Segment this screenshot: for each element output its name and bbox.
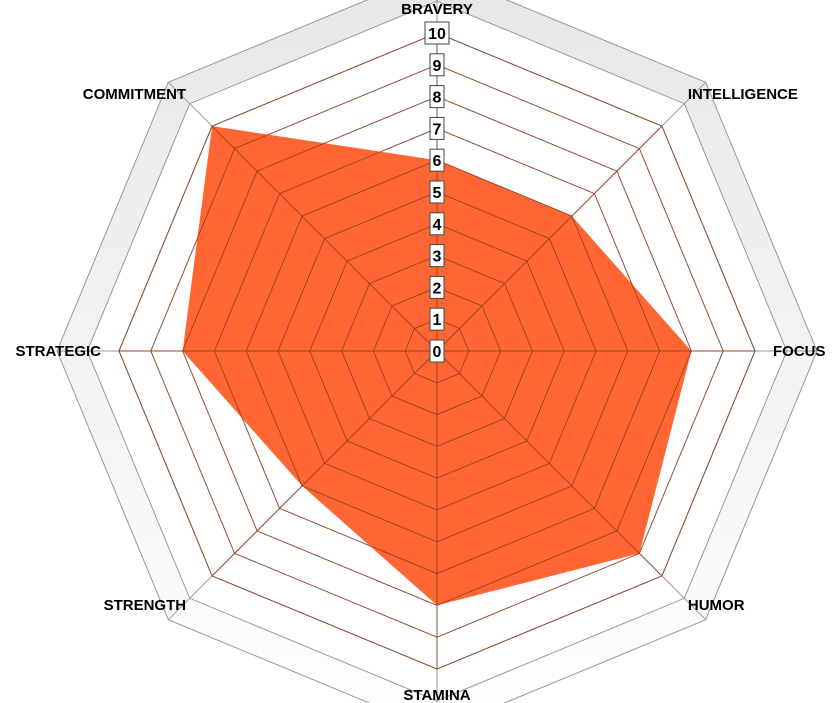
tick-label-box (429, 212, 445, 236)
value-spoke (436, 350, 663, 577)
tick-label: 1 (429, 307, 445, 331)
tick-label: 5 (429, 180, 445, 204)
tick-labels: 0 1 2 3 4 5 6 7 8 9 10 (424, 21, 450, 363)
axis-label-strategic: STRATEGIC (15, 343, 101, 360)
tick-label-text: 9 (433, 58, 442, 75)
axis-label-humor: HUMOR (688, 597, 745, 614)
tick-label-text: 3 (433, 249, 442, 266)
tick-label: 9 (429, 53, 445, 77)
tick-label-box (429, 85, 445, 109)
tick-label-text: 4 (433, 217, 442, 234)
tick-label-text: 10 (428, 26, 446, 43)
tick-label: 3 (429, 244, 445, 268)
tick-label-box (429, 244, 445, 268)
tick-label: 7 (429, 116, 445, 140)
tick-label-text: 5 (433, 185, 442, 202)
tick-label-box (429, 180, 445, 204)
tick-label: 2 (429, 275, 445, 299)
tick-label: 4 (429, 212, 445, 236)
tick-label-box (429, 307, 445, 331)
tick-label-text: 1 (433, 312, 442, 329)
tick-label: 10 (424, 21, 450, 45)
axis-label-commitment: COMMITMENT (83, 86, 186, 103)
tick-label-box (424, 21, 450, 45)
value-spoke (436, 125, 663, 352)
tick-label-box (429, 116, 445, 140)
axis-label-strength: STRENGTH (104, 597, 187, 614)
tick-label-text: 8 (433, 90, 442, 107)
tick-label-box (429, 53, 445, 77)
tick-label-box (429, 339, 445, 363)
tick-label-box (429, 275, 445, 299)
tick-label-text: 6 (433, 153, 442, 170)
value-spoke (211, 125, 438, 352)
tick-label: 8 (429, 85, 445, 109)
inner-grid-lines (118, 32, 756, 670)
tick-label-box (429, 148, 445, 172)
tick-label-text: 7 (433, 121, 442, 138)
axis-labels: BRAVERY INTELLIGENCE FOCUS HUMOR STAMINA STRE… (15, 1, 825, 703)
axis-label-focus: FOCUS (773, 343, 826, 360)
axis-label-stamina: STAMINA (403, 687, 470, 703)
tick-label-text: 0 (433, 344, 442, 361)
tick-label: 6 (429, 148, 445, 172)
tick-label: 0 (429, 339, 445, 363)
value-spoke (211, 350, 438, 577)
tick-label-text: 2 (433, 280, 442, 297)
axis-label-bravery: BRAVERY (401, 1, 473, 18)
axis-label-intelligence: INTELLIGENCE (688, 86, 798, 103)
